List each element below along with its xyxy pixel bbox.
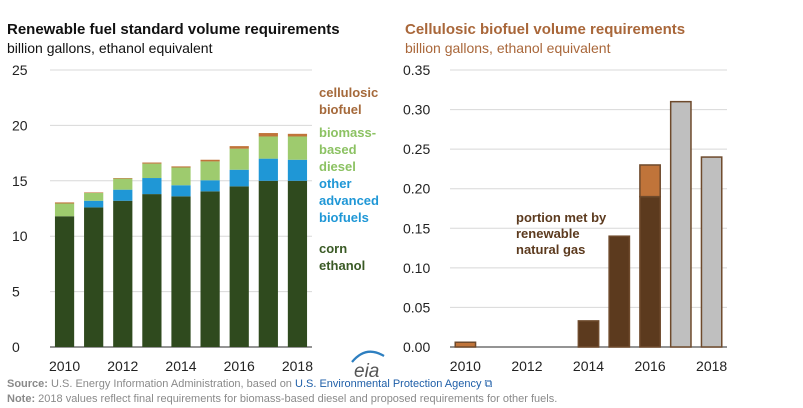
legend-line: corn: [319, 241, 347, 256]
x-tick-label: 2010: [49, 358, 80, 374]
bar-2013-biomass-based: [142, 163, 162, 179]
bar-2017-biomass-based: [258, 136, 278, 159]
bar-2010-corn: [54, 216, 75, 347]
bar-2017-corn: [258, 180, 278, 347]
y-tick-label: 0.30: [403, 102, 430, 118]
right-chart-subtitle: billion gallons, ethanol equivalent: [405, 40, 611, 56]
bar-2016-portion: [639, 195, 661, 348]
bar-2010-biomass-based: [54, 203, 75, 217]
note-text: 2018 values reflect final requirements f…: [35, 393, 558, 405]
bar-2017-other: [258, 158, 278, 181]
y-tick-label: 10: [12, 228, 28, 244]
bar-2015-cellulosic: [200, 159, 220, 162]
bar-2014-portion: [577, 320, 600, 348]
bar-2014-cellulosic: [171, 166, 191, 168]
right-chart: 0.00 0.05 0.10 0.15 0.20 0.25 0.30 0.35 2010 2012…: [403, 62, 727, 374]
bar-2013-cellulosic: [142, 162, 162, 164]
bar-2011-cellulosic: [84, 192, 104, 193]
y-tick-label: 0.35: [403, 62, 430, 78]
bar-2015-other: [200, 180, 220, 192]
bar-2015-portion: [608, 235, 631, 348]
bar-2011-corn: [84, 207, 104, 347]
y-tick-label: 0.20: [403, 181, 430, 197]
eia-logo: eia: [351, 350, 385, 382]
bar-2012-cellulosic: [113, 178, 133, 179]
y-tick-label: 0: [12, 339, 20, 355]
annotation-line: natural gas: [516, 242, 585, 257]
y-tick-label: 20: [12, 117, 28, 133]
source-text: U.S. Energy Information Administration, …: [47, 378, 295, 390]
legend-line: diesel: [319, 159, 356, 174]
bar-2018-cellulosic: [287, 133, 308, 137]
legend-line: ethanol: [319, 258, 365, 273]
x-tick-label: 2014: [165, 358, 196, 374]
x-tick-label: 2016: [224, 358, 255, 374]
bar-2011-biomass-based: [84, 192, 104, 201]
external-link-icon[interactable]: ⧉: [481, 378, 493, 390]
bar-2018-other: [287, 159, 308, 181]
left-chart-title: Renewable fuel standard volume requireme…: [7, 21, 340, 38]
bar-2018-corn: [287, 180, 308, 347]
bar-2017-2017–2018: [669, 100, 692, 348]
y-tick-label: 15: [12, 173, 28, 189]
left-legend: cellulosic biofuel biomass-based diesel othe…: [319, 85, 379, 273]
y-tick-label: 0.15: [403, 220, 430, 236]
bar-2016-other: [229, 169, 249, 187]
left-chart-subtitle: billion gallons, ethanol equivalent: [7, 40, 213, 56]
x-tick-label: 2018: [282, 358, 313, 374]
legend-line: biofuels: [319, 210, 369, 225]
left-chart: 0 5 10 15 20 25 2010 2012 2014 2016 2018: [12, 62, 313, 374]
bar-2018-biomass-based: [287, 136, 308, 160]
bar-2010-remainder: [454, 341, 477, 348]
x-tick-label: 2014: [573, 358, 604, 374]
eia-logo-text: eia: [354, 361, 379, 382]
x-tick-label: 2012: [107, 358, 138, 374]
bar-2012-other: [113, 189, 133, 201]
y-tick-label: 0.10: [403, 260, 430, 276]
right-chart-title: Cellulosic biofuel volume requirements: [405, 21, 685, 38]
bar-2013-corn: [142, 194, 162, 347]
bar-2018-2017–2018: [700, 156, 723, 348]
legend-line: biofuel: [319, 102, 362, 117]
legend-line: other: [319, 176, 352, 191]
bar-2012-corn: [113, 200, 133, 347]
legend-line: based: [319, 142, 357, 157]
x-tick-label: 2018: [696, 358, 727, 374]
bar-2015-corn: [200, 191, 220, 347]
annotation-line: portion met by: [516, 210, 607, 225]
bar-2016-cellulosic: [229, 146, 249, 149]
x-tick-label: 2010: [450, 358, 481, 374]
bar-2010-cellulosic: [54, 202, 75, 204]
bar-2015-biomass-based: [200, 161, 220, 181]
bar-2016-biomass-based: [229, 148, 249, 170]
bar-2014-biomass-based: [171, 167, 191, 186]
y-tick-label: 0.00: [403, 339, 430, 355]
legend-line: cellulosic: [319, 85, 378, 100]
bar-2013-other: [142, 178, 162, 195]
source-link[interactable]: U.S. Environmental Protection Agency: [295, 378, 482, 390]
y-tick-label: 0.05: [403, 299, 430, 315]
bar-2017-cellulosic: [258, 133, 278, 137]
bar-2011-other: [84, 200, 104, 208]
bar-2016-corn: [229, 186, 249, 347]
legend-line: biomass-: [319, 125, 376, 140]
legend-line: advanced: [319, 193, 379, 208]
x-tick-label: 2016: [634, 358, 665, 374]
y-tick-label: 0.25: [403, 141, 430, 157]
x-tick-label: 2012: [511, 358, 542, 374]
bar-2016-remainder: [639, 164, 661, 198]
bar-2014-corn: [171, 196, 191, 347]
note-line: Note: 2018 values reflect final requirem…: [7, 393, 557, 405]
note-label: Note:: [7, 393, 36, 405]
annotation-line: renewable: [516, 226, 580, 241]
y-tick-label: 5: [12, 284, 20, 300]
bar-2014-other: [171, 185, 191, 197]
source-line: Source: U.S. Energy Information Administ…: [7, 378, 492, 391]
y-tick-label: 25: [12, 62, 28, 78]
source-label: Source:: [7, 378, 48, 390]
bar-2012-biomass-based: [113, 178, 133, 190]
